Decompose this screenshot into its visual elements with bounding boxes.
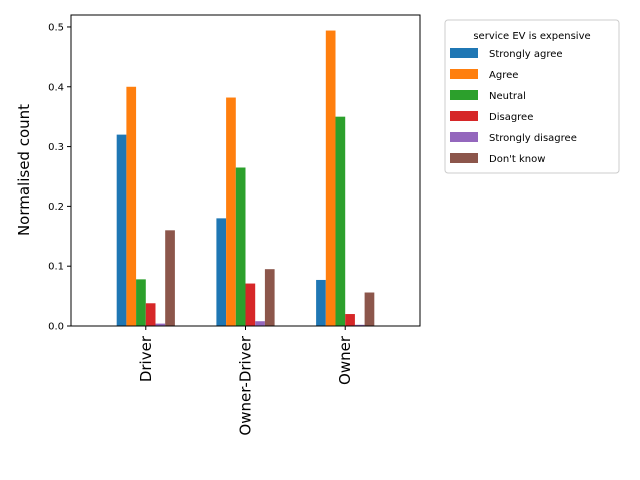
legend-label: Don't know: [489, 154, 545, 165]
y-axis-title: Normalised count: [15, 104, 33, 236]
bar-strongly-disagree-owner: [354, 324, 365, 326]
bar-strongly-agree-driver: [116, 134, 127, 326]
bar-disagree-owner-driver: [245, 283, 256, 326]
bar-strongly-agree-owner: [316, 279, 326, 326]
bar-don-t-know-owner-driver: [264, 269, 275, 326]
legend-items: Strongly agree Agree Neutral Disagree Strong…: [450, 48, 577, 165]
bar-neutral-owner: [335, 116, 346, 326]
legend-title: service EV is expensive: [473, 31, 590, 42]
legend-swatch: [450, 48, 478, 58]
y-tick-label: 0.3: [48, 142, 64, 153]
y-tick-label: 0.1: [48, 262, 64, 273]
legend-swatch: [450, 69, 478, 79]
bar-neutral-owner-driver: [235, 167, 246, 326]
legend-swatch: [450, 153, 478, 163]
legend-label: Disagree: [489, 112, 533, 123]
legend-label: Strongly disagree: [489, 133, 577, 144]
y-tick-label: 0.2: [48, 202, 64, 213]
y-tick-label: 0.5: [48, 22, 64, 33]
legend-swatch: [450, 111, 478, 121]
x-tick-label: Owner: [336, 335, 354, 385]
y-tick-label: 0.0: [48, 322, 64, 333]
bar-strongly-disagree-owner-driver: [255, 321, 265, 326]
bar-strongly-disagree-driver: [155, 323, 166, 326]
bar-don-t-know-owner: [364, 292, 375, 326]
y-tick-label: 0.4: [48, 82, 64, 93]
bar-agree-owner-driver: [226, 97, 236, 326]
bar-neutral-driver: [136, 279, 146, 326]
bars-group: [116, 30, 375, 327]
bar-don-t-know-driver: [165, 230, 175, 326]
bar-disagree-driver: [145, 303, 156, 326]
bar-agree-owner: [325, 30, 336, 327]
x-tick-label: Owner-Driver: [237, 335, 255, 435]
bar-disagree-owner: [345, 314, 355, 326]
legend-label: Neutral: [489, 91, 526, 102]
bar-agree-driver: [126, 86, 137, 327]
bar-strongly-agree-owner-driver: [216, 218, 227, 326]
x-tick-label: Driver: [137, 335, 155, 382]
legend-box: [444, 19, 620, 174]
legend: service EV is expensive Strongly agree Ag…: [444, 19, 620, 174]
legend-label: Strongly agree: [489, 49, 563, 60]
axes-group: 0.0 0.1 0.2 0.3 0.4 0.5 Driver Owner-Driver Owne…: [48, 14, 421, 436]
legend-swatch: [450, 90, 478, 100]
legend-label: Agree: [489, 70, 518, 81]
legend-swatch: [450, 132, 478, 142]
